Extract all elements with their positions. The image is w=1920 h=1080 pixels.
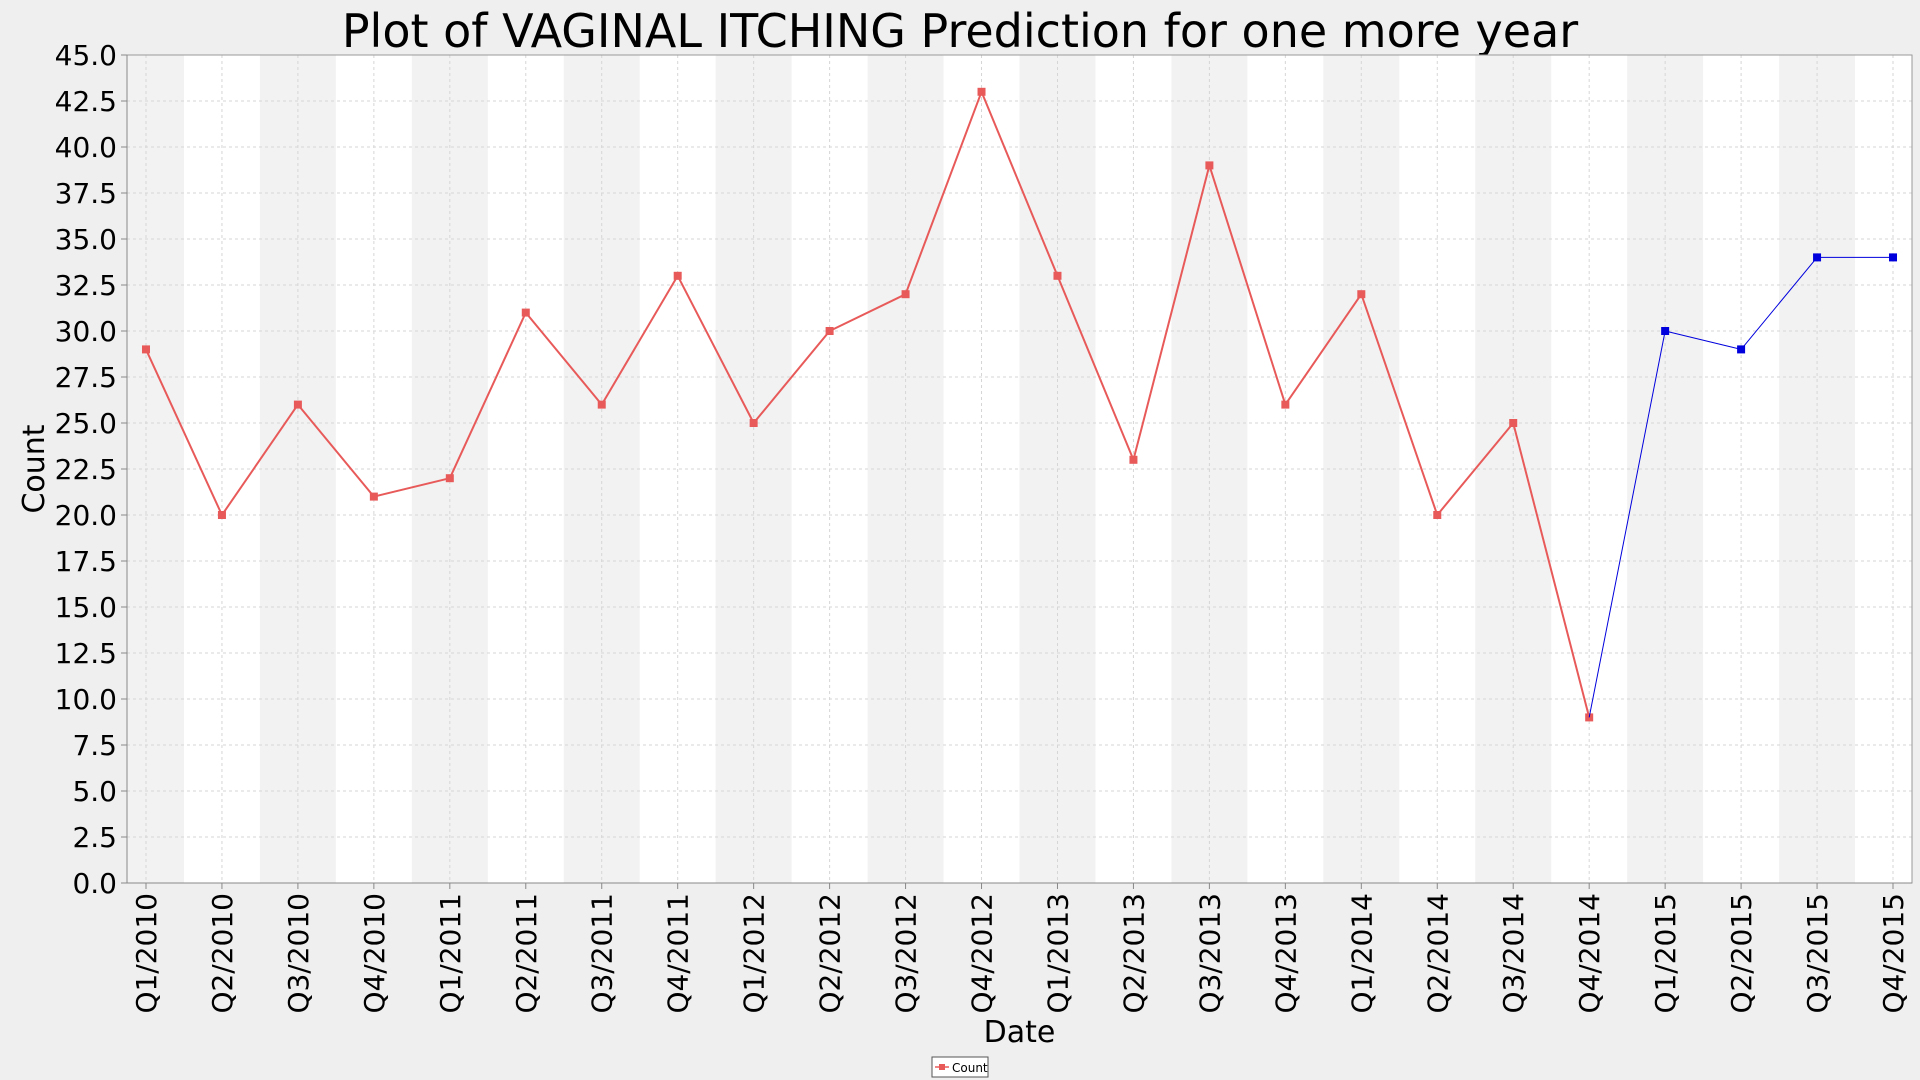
y-tick-label: 12.5	[55, 637, 117, 670]
x-tick-label: Q1/2011	[434, 893, 467, 1014]
x-tick-label: Q3/2014	[1497, 893, 1530, 1014]
y-tick-label: 25.0	[55, 407, 117, 440]
data-point	[749, 419, 758, 427]
data-point	[825, 327, 834, 335]
y-tick-label: 20.0	[55, 499, 117, 532]
y-axis: 0.0 2.5 5.0 7.5 10.0 12.5 15.0 17.5 20.0 22.5 25.0…	[55, 39, 128, 900]
data-point	[293, 400, 302, 409]
x-tick-label: Q4/2012	[966, 893, 999, 1014]
x-tick-label: Q2/2012	[814, 893, 847, 1014]
x-tick-label: Q4/2011	[662, 893, 695, 1014]
x-tick-label: Q2/2015	[1725, 893, 1758, 1014]
data-point	[1357, 290, 1366, 299]
y-tick-label: 32.5	[55, 269, 117, 302]
x-tick-label: Q3/2010	[282, 893, 315, 1014]
data-point	[1889, 253, 1898, 262]
x-tick-label: Q2/2010	[206, 893, 239, 1014]
data-point	[1053, 271, 1062, 280]
x-tick-label: Q4/2013	[1269, 893, 1302, 1014]
y-tick-label: 15.0	[55, 591, 117, 624]
legend-box	[931, 1056, 989, 1078]
chart-title: Plot of VAGINAL ITCHING Prediction for o…	[341, 4, 1579, 58]
y-tick-label: 40.0	[55, 131, 117, 164]
y-tick-label: 45.0	[55, 39, 117, 72]
category-bands	[127, 55, 1912, 883]
data-point	[1205, 161, 1214, 170]
y-tick-label: 37.5	[55, 177, 117, 210]
y-tick-label: 30.0	[55, 315, 117, 348]
x-tick-label: Q3/2012	[890, 893, 923, 1014]
x-tick-label: Q3/2013	[1193, 893, 1226, 1014]
legend: Count	[931, 1056, 989, 1078]
data-point	[1509, 419, 1518, 427]
data-point	[1281, 400, 1290, 409]
y-tick-label: 27.5	[55, 361, 117, 394]
x-tick-label: Q3/2015	[1801, 893, 1834, 1014]
y-tick-label: 5.0	[72, 775, 117, 808]
legend-label: Count	[952, 1061, 988, 1075]
legend-marker	[939, 1064, 945, 1070]
x-tick-label: Q2/2011	[510, 893, 543, 1014]
y-tick-label: 17.5	[55, 545, 117, 578]
data-point	[369, 492, 378, 501]
data-point	[1129, 455, 1138, 464]
category-band	[127, 55, 184, 883]
data-point	[1661, 327, 1670, 335]
x-tick-label: Q2/2013	[1117, 893, 1150, 1014]
y-tick-label: 2.5	[72, 821, 117, 854]
x-axis-title: Date	[984, 1015, 1056, 1050]
grid-lines	[127, 54, 1912, 884]
series-layer	[141, 87, 1898, 722]
data-point	[597, 400, 606, 409]
y-tick-label: 7.5	[72, 729, 117, 762]
y-tick-label: 22.5	[55, 453, 117, 486]
y-axis-title: Count	[17, 424, 52, 513]
x-tick-label: Q4/2014	[1573, 893, 1606, 1014]
data-point	[521, 308, 530, 317]
data-point	[901, 290, 910, 299]
data-point	[141, 345, 150, 354]
x-tick-label: Q1/2010	[130, 893, 163, 1014]
x-tick-label: Q3/2011	[586, 893, 619, 1014]
x-tick-label: Q1/2014	[1345, 893, 1378, 1014]
data-point	[1433, 511, 1442, 519]
y-tick-label: 35.0	[55, 223, 117, 256]
data-point	[445, 474, 454, 483]
y-tick-label: 42.5	[55, 85, 117, 118]
data-point	[977, 87, 986, 96]
x-tick-label: Q4/2015	[1877, 893, 1910, 1014]
data-point	[1737, 345, 1746, 354]
series-line-0	[145, 90, 1591, 718]
data-point	[217, 511, 226, 519]
data-point	[673, 271, 682, 280]
x-tick-label: Q4/2010	[358, 893, 391, 1014]
x-tick-label: Q2/2014	[1421, 893, 1454, 1014]
x-axis: Q1/2010 Q2/2010 Q3/2010 Q4/2010 Q1/2011 Q2/20…	[127, 882, 1912, 1014]
data-point	[1813, 253, 1822, 262]
y-tick-label: 10.0	[55, 683, 117, 716]
x-tick-label: Q1/2012	[738, 893, 771, 1014]
x-tick-label: Q1/2013	[1041, 893, 1074, 1014]
x-tick-label: Q1/2015	[1649, 893, 1682, 1014]
y-tick-label: 0.0	[72, 867, 117, 900]
